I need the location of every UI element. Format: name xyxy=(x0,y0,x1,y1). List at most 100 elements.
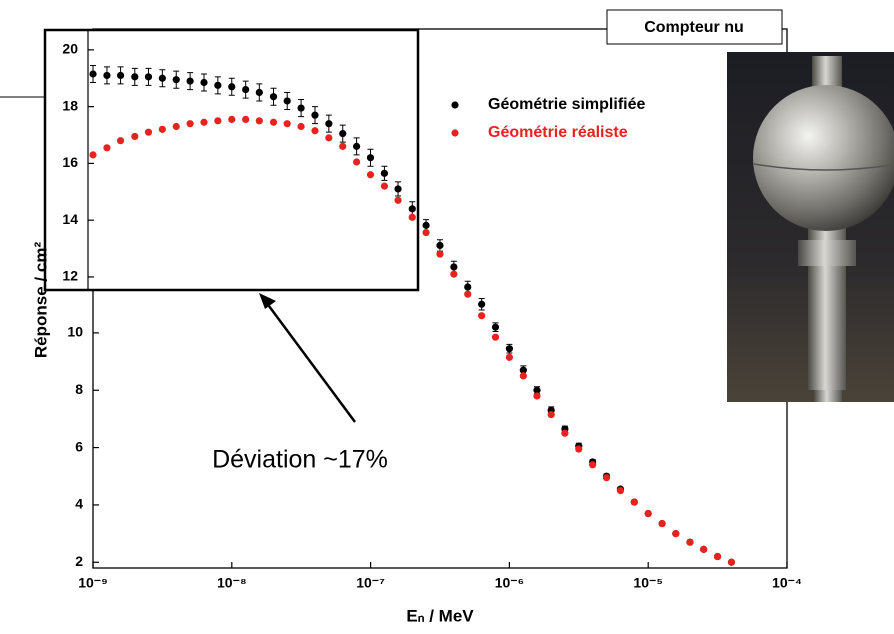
point xyxy=(478,300,486,308)
point xyxy=(255,117,263,125)
point xyxy=(172,76,180,84)
point xyxy=(630,498,638,506)
x-tick-label: 10⁻⁷ xyxy=(356,575,385,591)
legend-marker xyxy=(451,129,459,137)
point xyxy=(214,81,222,89)
point xyxy=(172,122,180,131)
point xyxy=(533,392,541,400)
point xyxy=(380,169,389,177)
point xyxy=(339,142,347,150)
point xyxy=(644,509,652,518)
y-tick-label: 2 xyxy=(75,553,83,569)
photo-label-box xyxy=(606,9,783,45)
point xyxy=(366,171,375,179)
point xyxy=(505,345,513,353)
point xyxy=(519,372,527,380)
photo xyxy=(727,52,894,402)
point xyxy=(561,429,569,437)
point xyxy=(103,71,111,80)
point xyxy=(283,97,291,105)
photo-label: Compteur nu xyxy=(644,19,744,36)
y-tick-label: 10 xyxy=(67,324,83,340)
point xyxy=(144,73,153,81)
point xyxy=(269,93,278,101)
point xyxy=(658,519,666,528)
inset-y-tick-label: 12 xyxy=(62,268,78,284)
inset-y-tick-label: 14 xyxy=(62,211,78,227)
point xyxy=(89,70,97,78)
point xyxy=(380,182,389,190)
point xyxy=(436,250,444,258)
point xyxy=(491,323,500,331)
point xyxy=(366,154,375,162)
inset-y-tick-label: 16 xyxy=(62,154,78,170)
point xyxy=(242,115,250,124)
point xyxy=(436,241,444,250)
point xyxy=(505,353,513,361)
point xyxy=(186,120,194,128)
arrow-head xyxy=(259,293,276,309)
x-tick-label: 10⁻⁵ xyxy=(633,575,663,591)
point xyxy=(311,127,319,135)
point xyxy=(547,411,555,419)
point xyxy=(422,228,430,237)
point xyxy=(158,125,166,133)
legend: Géométrie simplifiée Géométrie réaliste xyxy=(451,96,645,141)
point xyxy=(325,134,333,142)
point xyxy=(422,221,430,229)
legend-marker xyxy=(451,101,459,109)
point xyxy=(533,386,541,394)
point xyxy=(408,205,416,213)
point xyxy=(589,461,597,469)
point xyxy=(158,74,166,82)
x-axis-label: Eₙ / MeV xyxy=(406,606,474,625)
point xyxy=(352,158,361,166)
point xyxy=(464,290,472,298)
point xyxy=(686,538,694,546)
photo-rod xyxy=(808,210,846,390)
x-tick-label: 10⁻⁸ xyxy=(217,575,247,591)
point xyxy=(394,185,402,193)
x-tick-label: 10⁻⁴ xyxy=(772,575,802,591)
photo-sphere xyxy=(753,85,894,231)
inset-plot: 12 14 16 18 20 xyxy=(43,28,420,292)
photo-nut xyxy=(798,240,856,266)
y-axis-label: Réponse / cm² xyxy=(31,242,50,359)
point xyxy=(700,545,708,553)
point xyxy=(116,137,125,145)
annotation: Déviation ~17% xyxy=(212,446,388,474)
point xyxy=(186,77,194,85)
point xyxy=(200,118,208,126)
point xyxy=(616,486,625,495)
point xyxy=(228,83,236,91)
point xyxy=(144,128,153,136)
point xyxy=(269,118,278,126)
x-tick-label: 10⁻⁹ xyxy=(78,575,108,591)
photo-rod xyxy=(814,390,842,402)
x-tick-label: 10⁻⁶ xyxy=(495,575,524,591)
point xyxy=(131,73,139,81)
point xyxy=(602,474,611,482)
point xyxy=(394,196,402,204)
point xyxy=(200,78,208,87)
point xyxy=(450,263,458,271)
point xyxy=(297,104,305,112)
point xyxy=(283,120,291,128)
point xyxy=(575,445,583,453)
point xyxy=(255,88,263,97)
legend-label: Géométrie réaliste xyxy=(488,124,628,141)
point xyxy=(491,333,500,341)
point xyxy=(103,144,111,152)
point xyxy=(89,151,97,159)
legend-label: Géométrie simplifiée xyxy=(488,96,645,113)
point xyxy=(131,132,139,141)
point xyxy=(325,120,333,128)
photo-seam xyxy=(753,163,894,171)
y-tick-label: 8 xyxy=(75,381,83,397)
point xyxy=(464,283,472,291)
point xyxy=(450,270,458,278)
point xyxy=(116,71,125,80)
point xyxy=(339,130,347,138)
